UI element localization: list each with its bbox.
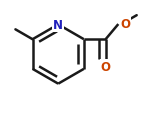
Text: O: O — [101, 60, 111, 73]
Text: O: O — [120, 17, 130, 30]
Text: N: N — [53, 19, 63, 32]
